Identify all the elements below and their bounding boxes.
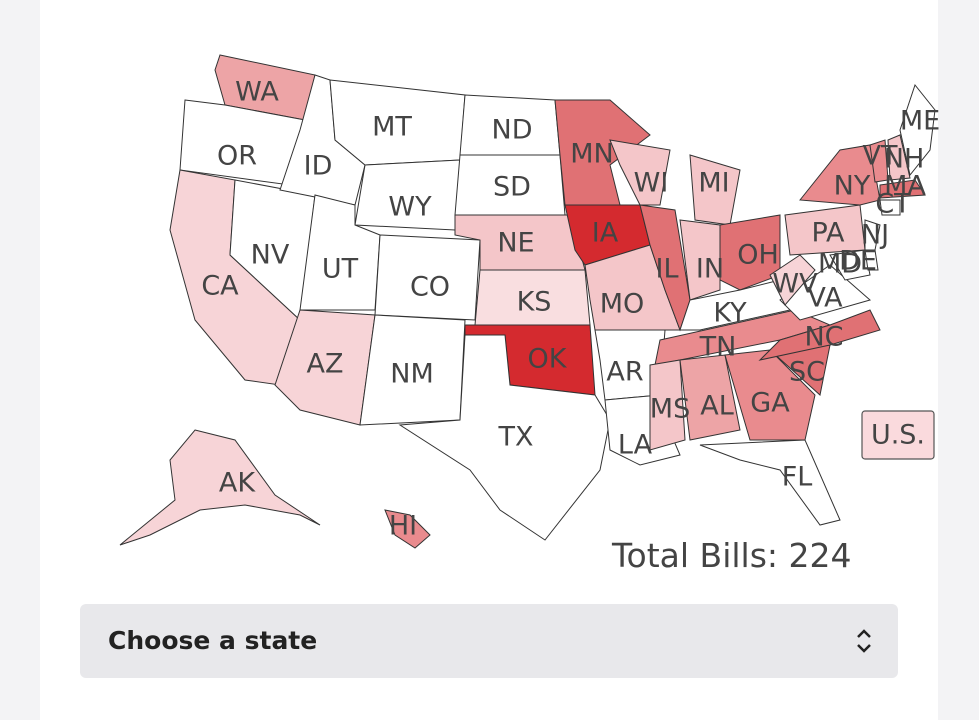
- state-label: MO: [600, 289, 645, 320]
- map: WA OR CA NV ID MT WY UT CO AZ NM ND SD NE KS OK TX MN IA MO…: [119, 54, 940, 549]
- state-shape[interactable]: [119, 429, 321, 546]
- state-shape[interactable]: [879, 179, 926, 199]
- state-shape[interactable]: [398, 334, 611, 541]
- total-label: Total Bills:: [612, 536, 779, 575]
- state-label: HI: [389, 511, 417, 542]
- state-label: NJ: [861, 220, 889, 251]
- state-label: WI: [634, 168, 669, 199]
- state-label: NH: [884, 144, 925, 175]
- total-bills: Total Bills: 224: [612, 536, 852, 575]
- state-label: MD: [818, 249, 862, 280]
- state-select[interactable]: Choose a state: [80, 604, 898, 678]
- state-label: NM: [390, 359, 434, 390]
- state-label: MS: [650, 394, 690, 425]
- state-shape[interactable]: [384, 509, 431, 549]
- state-label: MT: [372, 112, 412, 143]
- state-label: VA: [807, 283, 843, 314]
- state-label: AK: [219, 468, 256, 499]
- state-shape[interactable]: [769, 254, 816, 306]
- select-chevrons: [857, 629, 871, 653]
- state-label: KY: [713, 298, 747, 329]
- state-label: TN: [699, 332, 737, 363]
- us-button[interactable]: [861, 410, 935, 460]
- state-label: NC: [804, 322, 843, 353]
- state-label: IA: [592, 218, 619, 249]
- state-label: OR: [217, 141, 257, 172]
- state-label: NY: [834, 171, 871, 202]
- state-label: CO: [410, 272, 450, 303]
- state-label: WV: [772, 269, 818, 300]
- state-label: VT: [863, 141, 898, 172]
- state-label: AZ: [307, 349, 344, 380]
- state-label: UT: [322, 254, 359, 285]
- state-shape[interactable]: [679, 354, 741, 441]
- state-label: PA: [811, 218, 845, 249]
- state-label: OH: [737, 240, 779, 271]
- state-label: FL: [782, 462, 813, 493]
- state-label: OK: [528, 344, 568, 375]
- state-label: NV: [251, 240, 290, 271]
- state-shape[interactable]: [649, 359, 686, 451]
- state-shape[interactable]: [679, 219, 721, 301]
- state-shape[interactable]: [699, 439, 841, 526]
- state-shape[interactable]: [887, 134, 911, 181]
- state-label: ND: [492, 115, 533, 146]
- state-label: MN: [570, 139, 614, 170]
- select-placeholder: Choose a state: [108, 626, 318, 655]
- state-label: KS: [517, 287, 552, 318]
- state-label: ME: [900, 106, 940, 137]
- state-label: AL: [700, 391, 734, 422]
- state-shape[interactable]: [779, 264, 872, 321]
- total-value: 224: [788, 536, 852, 575]
- state-shape[interactable]: [879, 199, 901, 216]
- state-label: WY: [388, 192, 432, 223]
- us-button-label: U.S.: [871, 420, 925, 451]
- state-shape[interactable]: [829, 249, 871, 281]
- state-label: GA: [750, 388, 790, 419]
- state-label: LA: [618, 430, 653, 461]
- state-shape[interactable]: [864, 219, 881, 251]
- state-label: CT: [875, 189, 911, 220]
- state-label: TX: [498, 422, 534, 453]
- state-shape[interactable]: [899, 83, 936, 177]
- state-label: SC: [789, 357, 825, 388]
- state-shape[interactable]: [719, 214, 781, 291]
- state-label: IN: [696, 254, 724, 285]
- state-label: MA: [884, 171, 926, 202]
- state-shape[interactable]: [758, 309, 881, 361]
- state-label: AR: [606, 357, 643, 388]
- state-label: ID: [304, 151, 333, 182]
- state-shape[interactable]: [274, 309, 376, 426]
- state-shape[interactable]: [869, 139, 889, 183]
- state-label: SD: [493, 172, 531, 203]
- state-label: CA: [201, 271, 239, 302]
- state-label: NE: [497, 228, 534, 259]
- state-shape[interactable]: [554, 99, 651, 206]
- state-label: IL: [655, 254, 678, 285]
- state-label: WA: [235, 77, 279, 108]
- state-label: MI: [698, 168, 729, 199]
- state-label: DE: [839, 246, 877, 277]
- state-shape[interactable]: [724, 349, 816, 441]
- state-shape[interactable]: [609, 139, 671, 206]
